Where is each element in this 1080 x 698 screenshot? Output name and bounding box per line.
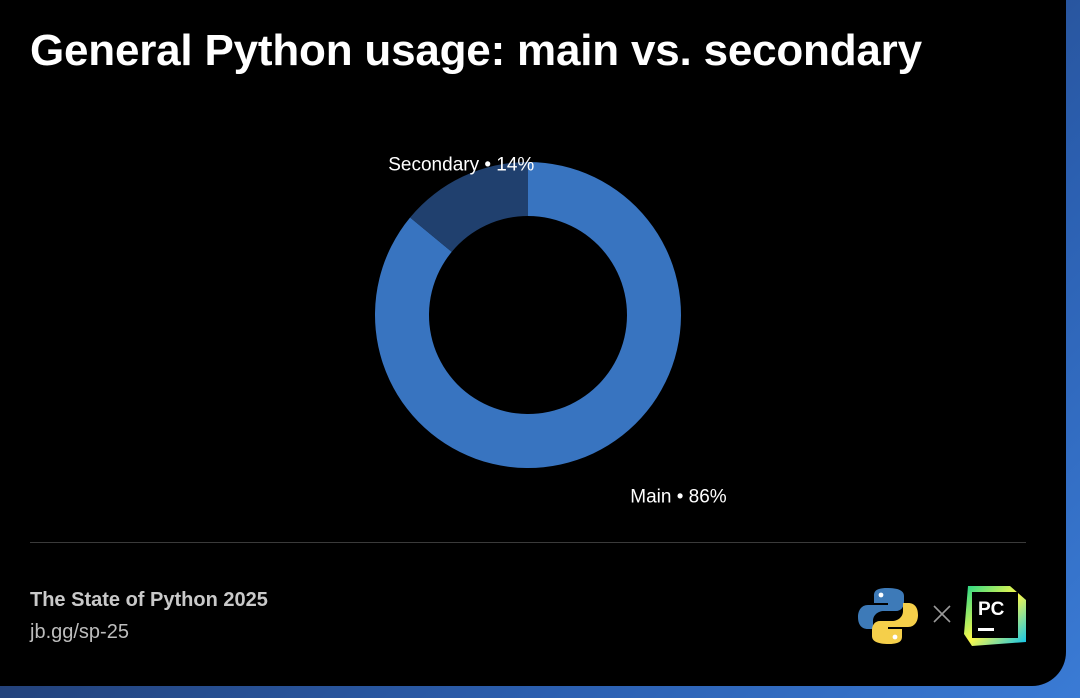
- slice-label-secondary: Secondary • 14%: [388, 154, 534, 175]
- slice-label-main: Main • 86%: [630, 486, 727, 507]
- pycharm-logo-icon: PC: [964, 586, 1026, 646]
- footer-url: jb.gg/sp-25: [30, 621, 129, 643]
- slice-main: [374, 162, 681, 468]
- divider: [30, 542, 1026, 543]
- chart-title: General Python usage: main vs. secondary: [30, 26, 922, 75]
- donut-chart: Main • 86% Secondary • 14%: [374, 154, 727, 507]
- python-logo-icon: [858, 588, 918, 644]
- chart-card: General Python usage: main vs. secondary…: [0, 0, 1066, 686]
- footer-title: The State of Python 2025: [30, 589, 268, 611]
- svg-text:PC: PC: [978, 599, 1005, 620]
- slice-secondary: [410, 162, 528, 252]
- times-icon: [933, 605, 951, 623]
